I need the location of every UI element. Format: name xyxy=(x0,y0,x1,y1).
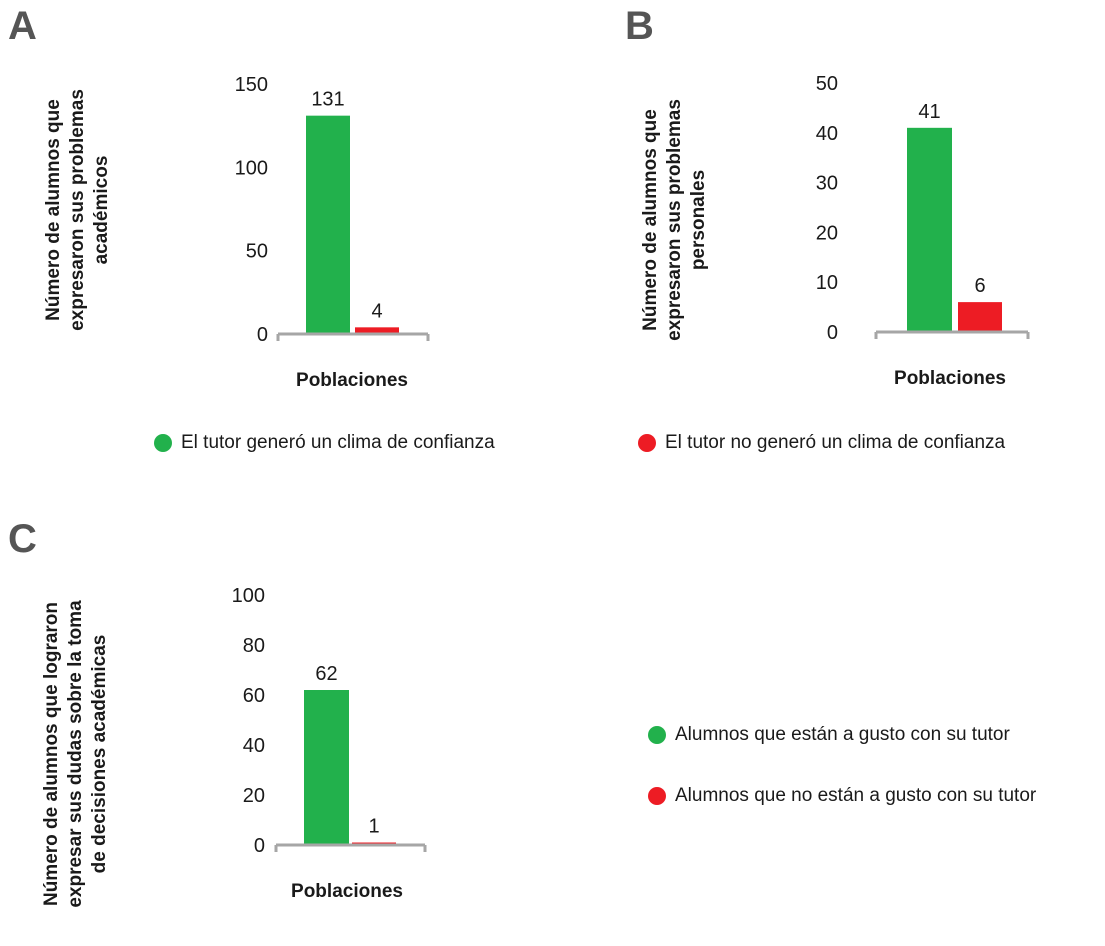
bar-b-green xyxy=(907,127,952,332)
y-tick-label-c: 60 xyxy=(243,685,265,707)
bar-b-red xyxy=(958,302,1002,332)
y-tick-label-a: 50 xyxy=(246,241,268,263)
y-tick-label-c: 20 xyxy=(243,785,265,807)
y-tick-label-a: 0 xyxy=(257,324,268,346)
y-tick-label-b: 0 xyxy=(827,322,838,344)
legend-dot-green-icon xyxy=(648,726,666,744)
bar-a-red xyxy=(355,327,399,334)
legend-item-ab-red: El tutor no generó un clima de confianza xyxy=(638,432,1005,454)
y-tick-label-a: 100 xyxy=(235,157,268,179)
y-tick-label-b: 30 xyxy=(816,173,838,195)
y-tick-label-b: 20 xyxy=(816,222,838,244)
x-axis-label-a: Poblaciones xyxy=(296,370,408,391)
y-tick-label-a: 150 xyxy=(235,74,268,96)
legend-dot-red-icon xyxy=(648,787,666,805)
data-label-a-red: 4 xyxy=(371,300,382,322)
y-tick-label-c: 40 xyxy=(243,735,265,757)
y-tick-label-c: 0 xyxy=(254,835,265,857)
legend-label-ab-red: El tutor no generó un clima de confianza xyxy=(665,432,1006,453)
panel-letter-b: B xyxy=(625,4,654,48)
legend-label-c-green: Alumnos que están a gusto con su tutor xyxy=(675,724,1010,745)
bar-a-green xyxy=(306,115,350,335)
legend-item-c-red: Alumnos que no están a gusto con su tuto… xyxy=(648,785,1036,807)
legend-dot-green-icon xyxy=(154,434,172,452)
y-tick-label-c: 100 xyxy=(232,585,265,607)
panel-letter-a: A xyxy=(8,4,37,48)
data-label-a-green: 131 xyxy=(311,89,344,111)
x-axis-label-b: Poblaciones xyxy=(894,368,1006,389)
y-tick-label-b: 40 xyxy=(816,123,838,145)
data-label-c-red: 1 xyxy=(368,816,379,838)
y-tick-label-c: 80 xyxy=(243,635,265,657)
y-tick-label-b: 50 xyxy=(816,73,838,95)
legend-item-c-green: Alumnos que están a gusto con su tutor xyxy=(648,724,1010,746)
y-tick-label-b: 10 xyxy=(816,272,838,294)
data-label-c-green: 62 xyxy=(315,663,337,685)
bar-c-green xyxy=(304,690,349,845)
data-label-b-green: 41 xyxy=(918,101,940,123)
legend-dot-red-icon xyxy=(638,434,656,452)
legend-label-ab-green: El tutor generó un clima de confianza xyxy=(181,432,495,453)
legend-item-ab-green: El tutor generó un clima de confianza xyxy=(154,432,495,454)
legend-label-c-red: Alumnos que no están a gusto con su tuto… xyxy=(675,785,1037,806)
x-axis-label-c: Poblaciones xyxy=(291,881,403,902)
panel-letter-c: C xyxy=(8,517,37,561)
data-label-b-red: 6 xyxy=(974,275,985,297)
